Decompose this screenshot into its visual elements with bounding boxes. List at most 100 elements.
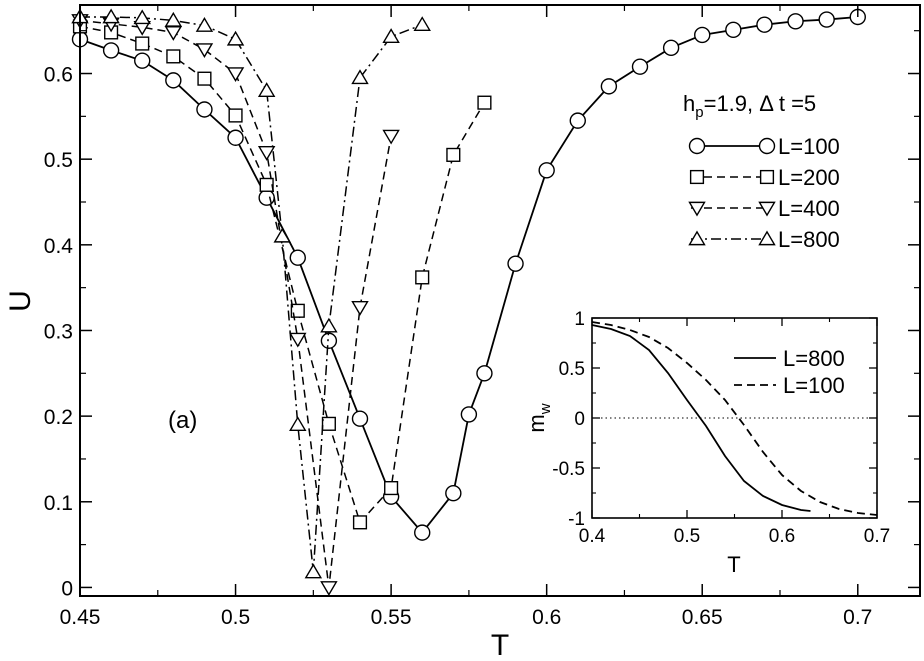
x-tick-label: 0.65: [682, 606, 723, 629]
x-tick-label: 0.55: [371, 606, 412, 629]
data-point: [195, 43, 214, 59]
legend-marker: [758, 230, 776, 246]
data-point: [166, 49, 181, 64]
data-point: [165, 72, 182, 89]
data-point: [197, 71, 212, 86]
data-point: [196, 101, 213, 118]
main-plot-area: [71, 8, 866, 596]
inset-legend-label: L=100: [783, 373, 845, 398]
data-point: [195, 17, 214, 32]
inset-legend-label: L=800: [783, 346, 845, 371]
data-point: [631, 58, 649, 75]
data-point: [351, 301, 369, 316]
data-point: [289, 249, 306, 266]
data-point: [164, 11, 183, 27]
inset-x-tick-label: 0.4: [579, 526, 606, 547]
x-tick-label: 0.45: [60, 606, 101, 629]
data-point: [507, 255, 524, 272]
data-point: [273, 227, 291, 243]
inset-y-tick-label: -1: [568, 509, 585, 530]
data-point: [818, 11, 835, 28]
data-point: [538, 162, 555, 179]
data-point: [164, 26, 183, 41]
data-point: [320, 332, 338, 349]
x-tick-label: 0.6: [532, 606, 561, 629]
data-point: [415, 270, 430, 285]
legend-title: hp=1.9, Δ t =5: [683, 91, 816, 121]
y-axis-title: U: [4, 290, 37, 312]
data-point: [321, 416, 336, 431]
legend-label: L=400: [778, 196, 840, 221]
legend-marker: [688, 137, 706, 155]
legend-marker: [688, 201, 706, 217]
data-point: [382, 129, 400, 145]
y-tick-label: 0.1: [44, 492, 73, 515]
data-point: [133, 9, 151, 25]
legend-label: L=800: [778, 227, 840, 252]
inset-y-tick-label: -0.5: [552, 459, 585, 480]
data-point: [351, 69, 369, 85]
data-point: [414, 524, 431, 541]
inset-y-tick-label: 0: [574, 409, 585, 430]
legend-marker: [689, 169, 705, 185]
inset-x-axis-title: T: [727, 552, 740, 577]
main-legend: hp=1.9, Δ t =5 L=100 L=200 L=400 L=800: [683, 91, 840, 252]
series-l-800: [71, 8, 431, 579]
data-point: [756, 16, 773, 33]
data-point: [259, 177, 274, 192]
legend-marker: [758, 201, 776, 217]
data-point: [352, 515, 368, 530]
inset-plot-area: [591, 321, 878, 516]
main-plot-frame: [79, 4, 921, 597]
data-point: [227, 129, 244, 146]
y-tick-label: 0.6: [44, 64, 73, 87]
legend-title-rest: =1.9, Δ t =5: [704, 91, 817, 116]
legend-label: L=100: [778, 134, 840, 159]
data-point: [725, 21, 742, 39]
data-point: [413, 16, 431, 32]
data-point: [228, 108, 243, 123]
data-point: [320, 581, 338, 596]
inset-x-tick-label: 0.6: [769, 526, 795, 547]
x-tick-label: 0.5: [221, 606, 250, 629]
data-point: [694, 26, 711, 44]
legend-title-sub: p: [695, 104, 703, 121]
data-point: [134, 52, 151, 69]
inset-y-title-sub: w: [537, 403, 554, 415]
data-point: [569, 112, 586, 129]
legend-label: L=200: [778, 165, 840, 190]
data-point: [290, 303, 305, 318]
series-l-200: [72, 19, 492, 530]
y-tick-label: 0.5: [44, 149, 73, 172]
data-point: [787, 13, 804, 30]
legend-marker: [758, 137, 776, 155]
inset-y-title-main: m: [524, 414, 549, 432]
inset-y-tick-label: 1: [574, 309, 585, 330]
series-l-100: [71, 8, 866, 541]
legend-marker: [688, 230, 706, 246]
legend-marker: [759, 169, 775, 185]
data-point: [446, 147, 461, 162]
x-axis-title: T: [491, 629, 509, 661]
y-tick-label: 0.3: [44, 320, 73, 343]
y-tick-label: 0: [61, 577, 73, 600]
data-point: [477, 95, 492, 110]
data-point: [289, 416, 307, 432]
inset-y-axis-title: mw: [524, 403, 554, 432]
data-point: [226, 67, 245, 83]
data-point: [476, 365, 493, 382]
data-point: [445, 485, 462, 502]
data-point: [460, 406, 478, 423]
series-line: [79, 19, 392, 588]
data-point: [257, 145, 276, 161]
y-tick-label: 0.4: [44, 235, 74, 258]
data-point: [289, 332, 307, 348]
data-point: [135, 36, 150, 51]
data-point: [662, 39, 680, 57]
inset-x-tick-label: 0.5: [674, 526, 700, 547]
annotation-label: (a): [168, 407, 197, 434]
data-point: [257, 82, 276, 97]
inset-series-l-800: [591, 324, 811, 512]
